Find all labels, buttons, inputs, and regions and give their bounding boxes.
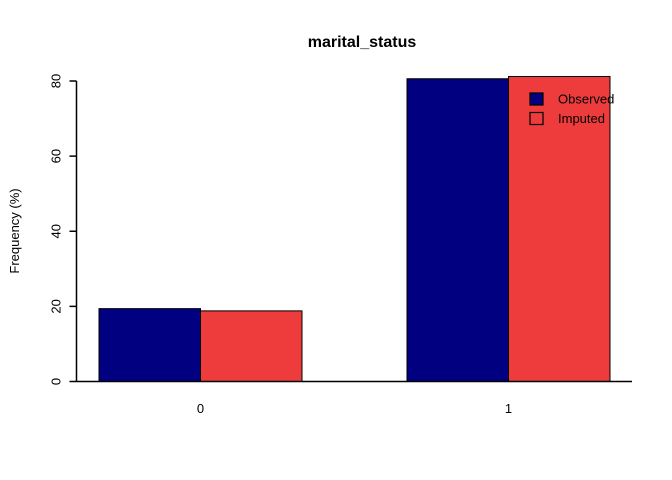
- bar-observed-1: [406, 78, 509, 382]
- y-axis-label: Frequency (%): [7, 188, 22, 273]
- y-axis: 0 20 40 60 80: [49, 74, 78, 385]
- legend-label-imputed: Imputed: [558, 111, 605, 126]
- bar-imputed-0: [200, 310, 303, 383]
- y-tick-label: 0: [49, 378, 64, 385]
- y-tick-label: 60: [49, 149, 64, 163]
- y-tick-label: 80: [49, 74, 64, 88]
- chart-title: marital_status: [308, 34, 417, 51]
- bar-imputed-1: [508, 75, 611, 383]
- legend: Observed Imputed: [529, 92, 614, 126]
- legend-label-observed: Observed: [558, 92, 614, 107]
- y-tick-label: 20: [49, 299, 64, 313]
- y-tick-label: 40: [49, 224, 64, 238]
- legend-swatch-observed: [529, 92, 544, 106]
- bar-observed-0: [98, 308, 201, 382]
- legend-swatch-imputed: [529, 111, 544, 126]
- x-category-label: 1: [505, 401, 512, 416]
- x-category-label: 0: [197, 401, 204, 416]
- bar-series: [98, 75, 611, 383]
